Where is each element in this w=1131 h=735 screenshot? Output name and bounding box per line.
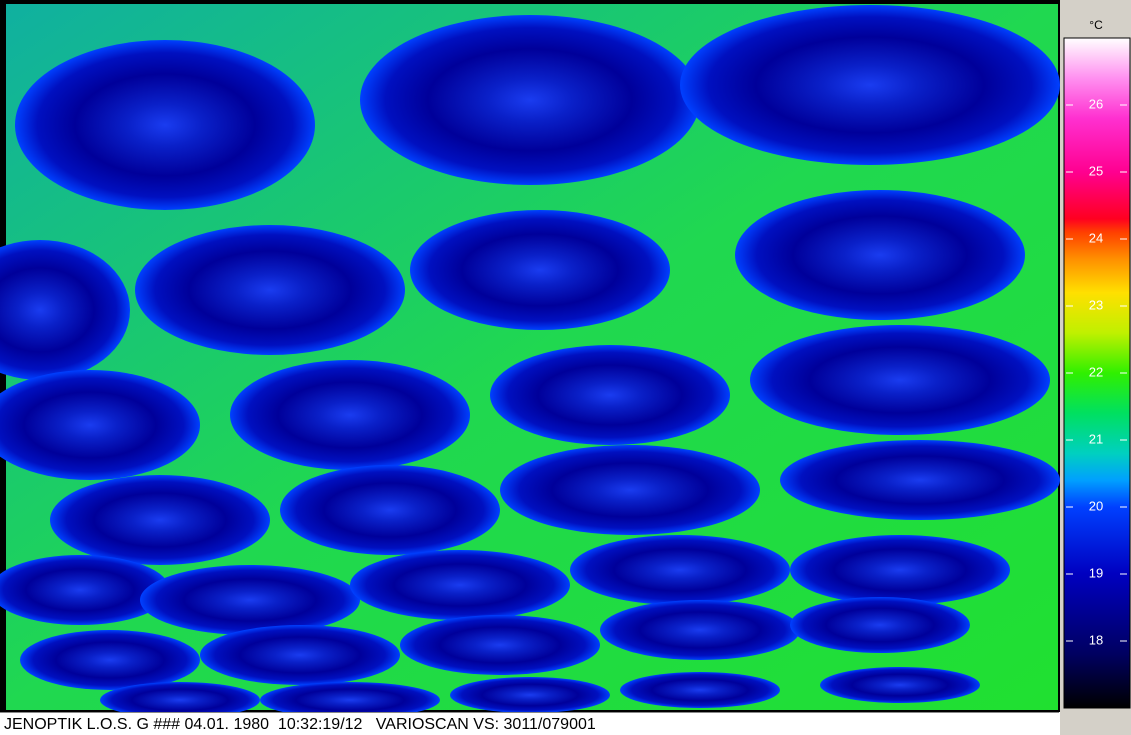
cold-spot bbox=[135, 225, 405, 355]
tick-label: 24 bbox=[1089, 230, 1103, 245]
status-panel bbox=[1060, 712, 1131, 735]
tick-label: 23 bbox=[1089, 297, 1103, 312]
cold-spot bbox=[140, 565, 360, 635]
viewer-canvas: °C 18 19 20 21 22 23 24 25 26 bbox=[0, 0, 1131, 712]
cold-spot bbox=[735, 190, 1025, 320]
cold-spot bbox=[570, 535, 790, 605]
tick-label: 26 bbox=[1089, 96, 1103, 111]
cold-spot bbox=[820, 667, 980, 703]
cold-spot bbox=[280, 465, 500, 555]
cold-spot bbox=[600, 600, 800, 660]
status-bar: JENOPTIK L.O.S. G ### 04.01. 1980 10:32:… bbox=[0, 712, 1059, 735]
cold-spot bbox=[410, 210, 670, 330]
tick-label: 21 bbox=[1089, 431, 1103, 446]
cold-spot bbox=[0, 240, 130, 380]
cold-spot bbox=[450, 677, 610, 712]
cold-spot bbox=[360, 15, 700, 185]
cold-spot bbox=[680, 5, 1060, 165]
tick-label: 22 bbox=[1089, 364, 1103, 379]
cold-spot bbox=[15, 40, 315, 210]
cold-spot bbox=[230, 360, 470, 470]
cold-spot bbox=[260, 682, 440, 712]
cold-spot bbox=[750, 325, 1050, 435]
colorbar bbox=[1063, 37, 1131, 709]
tick-label: 20 bbox=[1089, 498, 1103, 513]
cold-spot bbox=[50, 475, 270, 565]
tick-label: 18 bbox=[1089, 632, 1103, 647]
cold-spot bbox=[0, 370, 200, 480]
cold-spot bbox=[200, 625, 400, 685]
cold-spot bbox=[400, 615, 600, 675]
cold-spots bbox=[0, 5, 1060, 712]
cold-spot bbox=[790, 535, 1010, 605]
tick-label: 25 bbox=[1089, 163, 1103, 178]
cold-spot bbox=[100, 682, 260, 712]
cold-spot bbox=[0, 555, 170, 625]
cold-spot bbox=[780, 440, 1060, 520]
colorbar-ticks: 18 19 20 21 22 23 24 25 26 bbox=[1066, 96, 1127, 647]
cold-spot bbox=[790, 597, 970, 653]
cold-spot bbox=[490, 345, 730, 445]
colorbar-unit: °C bbox=[1089, 18, 1103, 32]
cold-spot bbox=[620, 672, 780, 708]
cold-spot bbox=[350, 550, 570, 620]
cold-spot bbox=[500, 445, 760, 535]
cold-spot bbox=[20, 630, 200, 690]
tick-label: 19 bbox=[1089, 565, 1103, 580]
